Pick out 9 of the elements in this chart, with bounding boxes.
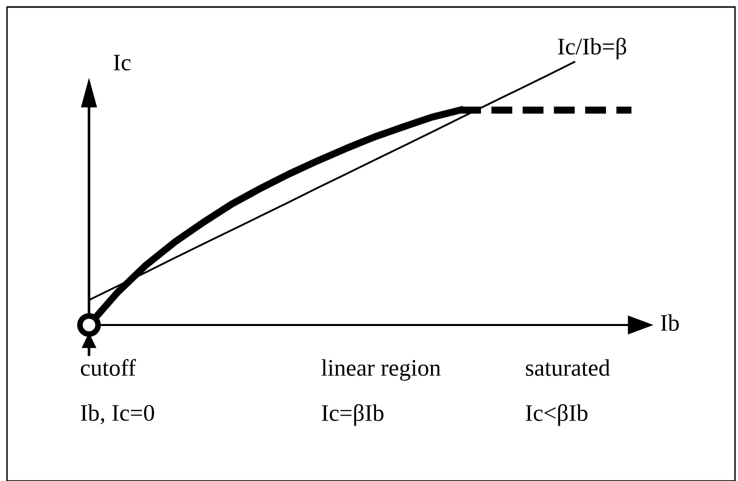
text: cutoff: [80, 359, 136, 376]
x-axis-title: Ib: [660, 314, 679, 331]
text: Ib, Ic=0: [80, 404, 154, 424]
series-label: Ic/Ib=β: [558, 38, 626, 60]
text: Ic<βIb: [526, 404, 588, 426]
text: saturated: [526, 359, 610, 376]
text: linear region: [321, 359, 441, 381]
y-axis-title: Ic: [114, 54, 131, 71]
text: Ic=βIb: [322, 404, 384, 426]
